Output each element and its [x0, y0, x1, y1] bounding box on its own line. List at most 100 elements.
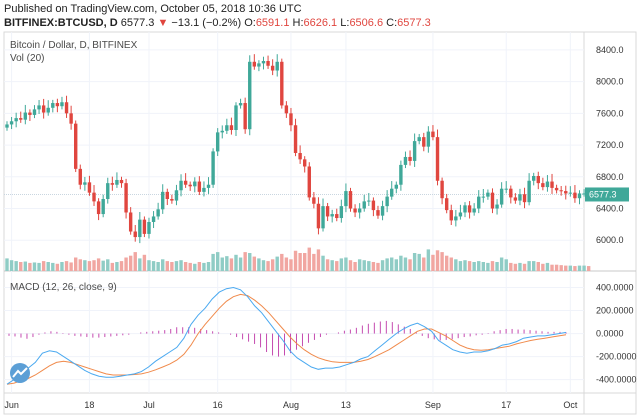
- volume-bar: [215, 252, 220, 271]
- macd-title: MACD (12, 26, close, 9): [10, 282, 117, 293]
- candle-body: [362, 201, 366, 209]
- candle-body: [252, 61, 257, 67]
- candle-body: [229, 125, 234, 130]
- candle-body: [96, 201, 101, 215]
- candle-body: [14, 118, 18, 122]
- volume-bar: [128, 255, 133, 271]
- volume-bar: [69, 262, 73, 271]
- candle-body: [110, 183, 115, 185]
- candle-body: [417, 137, 421, 142]
- candle-body: [463, 205, 467, 213]
- candle-body: [170, 199, 174, 201]
- open-value: 6591.1: [255, 17, 290, 29]
- price-tick-label: 7200.0: [596, 140, 624, 150]
- candle-body: [522, 194, 527, 203]
- candle-body: [307, 166, 311, 198]
- volume-bar: [431, 254, 435, 271]
- volume-bar: [344, 257, 348, 271]
- volume-bar: [78, 259, 82, 271]
- symbol-name: BITFINEX:BTCUSD, D: [4, 17, 118, 29]
- candle-body: [138, 219, 142, 238]
- volume-bar: [142, 254, 147, 271]
- candle-body: [32, 109, 37, 115]
- candle-body: [550, 181, 554, 188]
- volume-bar: [101, 260, 105, 271]
- volume-bar: [394, 259, 398, 271]
- volume-bar: [257, 258, 261, 271]
- volume-bar: [559, 265, 563, 271]
- volume-bar: [376, 262, 380, 271]
- candle-body: [174, 190, 179, 201]
- candle-body: [509, 188, 513, 198]
- candle-body: [504, 188, 508, 190]
- candle-body: [238, 103, 243, 106]
- volume-bar: [417, 253, 421, 271]
- volume-bar: [261, 260, 266, 271]
- candle-body: [577, 193, 582, 199]
- volume-bar: [110, 262, 115, 271]
- volume-bar: [293, 250, 298, 271]
- candle-body: [211, 151, 215, 185]
- volume-bar: [92, 260, 96, 271]
- volume-bar: [385, 258, 389, 271]
- candle-body: [312, 197, 316, 204]
- candle-body: [119, 179, 124, 184]
- candle-body: [220, 130, 224, 133]
- candle-body: [101, 199, 105, 215]
- candle-body: [573, 192, 577, 199]
- candle-body: [431, 131, 435, 138]
- candle-body: [403, 156, 408, 165]
- volume-bar: [504, 259, 508, 271]
- macd-histogram: [8, 320, 567, 357]
- candle-body: [197, 181, 202, 192]
- candlesticks[interactable]: [5, 54, 591, 244]
- candle-body: [458, 212, 463, 217]
- time-tick-label: 18: [84, 400, 94, 410]
- chart-title: Bitcoin / Dollar, D, BITFINEX: [10, 40, 138, 51]
- volume-bar: [14, 261, 18, 271]
- candle-body: [426, 131, 431, 147]
- volume-bar: [138, 258, 142, 271]
- candle-body: [554, 187, 559, 191]
- candle-body: [46, 107, 50, 113]
- candle-body: [435, 137, 440, 181]
- volume-bar: [252, 256, 257, 271]
- volume-bar: [74, 257, 78, 271]
- macd-tick-label: 0.0000: [596, 329, 624, 339]
- volume-bar: [60, 262, 64, 271]
- volume-bar: [481, 262, 486, 271]
- volume-bar: [568, 265, 573, 271]
- volume-bar: [499, 257, 504, 271]
- volume-bar: [550, 264, 554, 271]
- candle-body: [353, 208, 357, 213]
- volume-bar: [495, 262, 499, 271]
- volume-bar: [188, 262, 192, 271]
- candle-body: [408, 156, 412, 161]
- candle-body: [303, 159, 307, 167]
- close-label: C:: [386, 17, 398, 29]
- candle-body: [325, 206, 330, 217]
- candle-body: [385, 196, 389, 207]
- candle-body: [19, 118, 23, 120]
- macd-tick-label: -200.0000: [596, 352, 637, 362]
- candle-body: [179, 180, 183, 191]
- volume-bar: [426, 249, 431, 271]
- macd-lines: [6, 286, 567, 385]
- volume-bar: [513, 263, 518, 271]
- price-change: −13.1 (−0.2%): [171, 17, 242, 29]
- candle-body: [289, 113, 293, 126]
- volume-bar: [96, 258, 101, 271]
- candle-body: [344, 191, 348, 207]
- candle-body: [41, 105, 46, 113]
- volume-bar: [5, 258, 9, 271]
- candle-body: [202, 187, 206, 192]
- candle-body: [486, 192, 490, 197]
- volume-label: Vol (20): [10, 53, 44, 64]
- macd-tick-label: 200.0000: [596, 306, 634, 316]
- volume-bar: [353, 262, 357, 271]
- candle-body: [106, 183, 110, 199]
- candle-body: [335, 214, 339, 219]
- volume-bar: [270, 259, 275, 271]
- volume-bar: [577, 265, 582, 271]
